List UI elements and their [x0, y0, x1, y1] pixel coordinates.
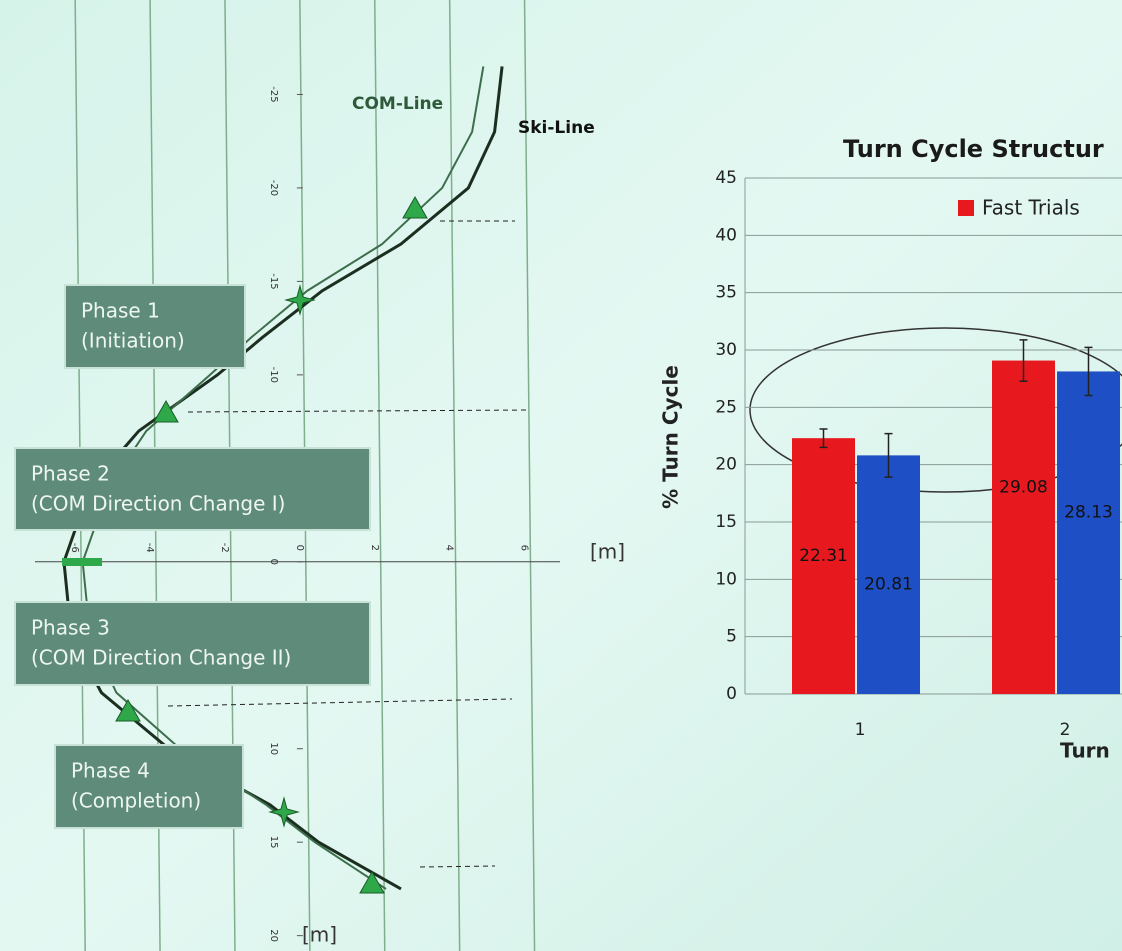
y-tick-label: 35: [715, 283, 737, 303]
distance-tick-label: -15: [268, 273, 279, 289]
data-label: 29.08: [999, 477, 1048, 497]
phase-text: (COM Direction Change I): [31, 492, 285, 516]
y-tick-label: 10: [715, 569, 737, 589]
data-label: 22.31: [799, 546, 848, 566]
series-label: COM-Line: [352, 94, 443, 114]
phase-title: Phase 1: [81, 299, 160, 323]
phase-box: [15, 448, 370, 530]
phase-text: (Completion): [71, 789, 201, 813]
legend-label: Fast Trials: [982, 196, 1080, 220]
data-label: 28.13: [1064, 503, 1113, 523]
y-tick-label: 0: [726, 684, 737, 704]
y-tick-label: 15: [715, 512, 737, 532]
x-axis-label: Turn: [1060, 739, 1110, 763]
y-axis-label: % Turn Cycle: [659, 365, 683, 509]
distance-tick-label: -25: [268, 86, 279, 102]
phase-box: [15, 602, 370, 685]
phase-title: Phase 3: [31, 616, 110, 640]
y-tick-label: 25: [715, 397, 737, 417]
lateral-tick-label: 6: [519, 545, 530, 551]
bar: [1057, 371, 1120, 694]
legend-swatch: [958, 200, 974, 216]
slide: -6-4-20246-25-20-15-100101520[m][m]Ski-L…: [0, 0, 1122, 951]
distance-tick-label: -20: [268, 180, 279, 196]
x-tick-label: 2: [1060, 720, 1071, 740]
phase-text: (Initiation): [81, 329, 185, 353]
y-tick-label: 20: [715, 455, 737, 475]
chart-title: Turn Cycle Structur: [843, 135, 1104, 163]
y-tick-label: 40: [715, 225, 737, 245]
page: -6-4-20246-25-20-15-100101520[m][m]Ski-L…: [0, 0, 1122, 951]
distance-tick-label: 10: [268, 742, 279, 755]
axis-label: [m]: [302, 923, 337, 947]
phase-title: Phase 2: [31, 462, 110, 486]
tick-marker: [62, 558, 102, 566]
lateral-tick-label: 2: [369, 545, 380, 551]
axis-label: [m]: [590, 540, 625, 564]
y-tick-label: 45: [715, 168, 737, 188]
bar: [992, 361, 1055, 694]
phase-box: [65, 285, 245, 368]
distance-tick-label: 20: [268, 929, 279, 942]
lateral-tick-label: 0: [294, 545, 305, 551]
distance-tick-label: 0: [268, 559, 279, 565]
distance-tick-label: -10: [268, 367, 279, 383]
data-label: 20.81: [864, 575, 913, 595]
distance-tick-label: 15: [268, 836, 279, 849]
phase-title: Phase 4: [71, 759, 150, 783]
phase-text: (COM Direction Change II): [31, 646, 291, 670]
x-tick-label: 1: [855, 720, 866, 740]
y-tick-label: 5: [726, 627, 737, 647]
series-label: Ski-Line: [518, 118, 595, 138]
lateral-tick-label: 4: [444, 545, 455, 551]
lateral-tick-label: -2: [219, 543, 230, 553]
phase-box: [55, 745, 243, 828]
y-tick-label: 30: [715, 340, 737, 360]
lateral-tick-label: -4: [144, 543, 155, 553]
